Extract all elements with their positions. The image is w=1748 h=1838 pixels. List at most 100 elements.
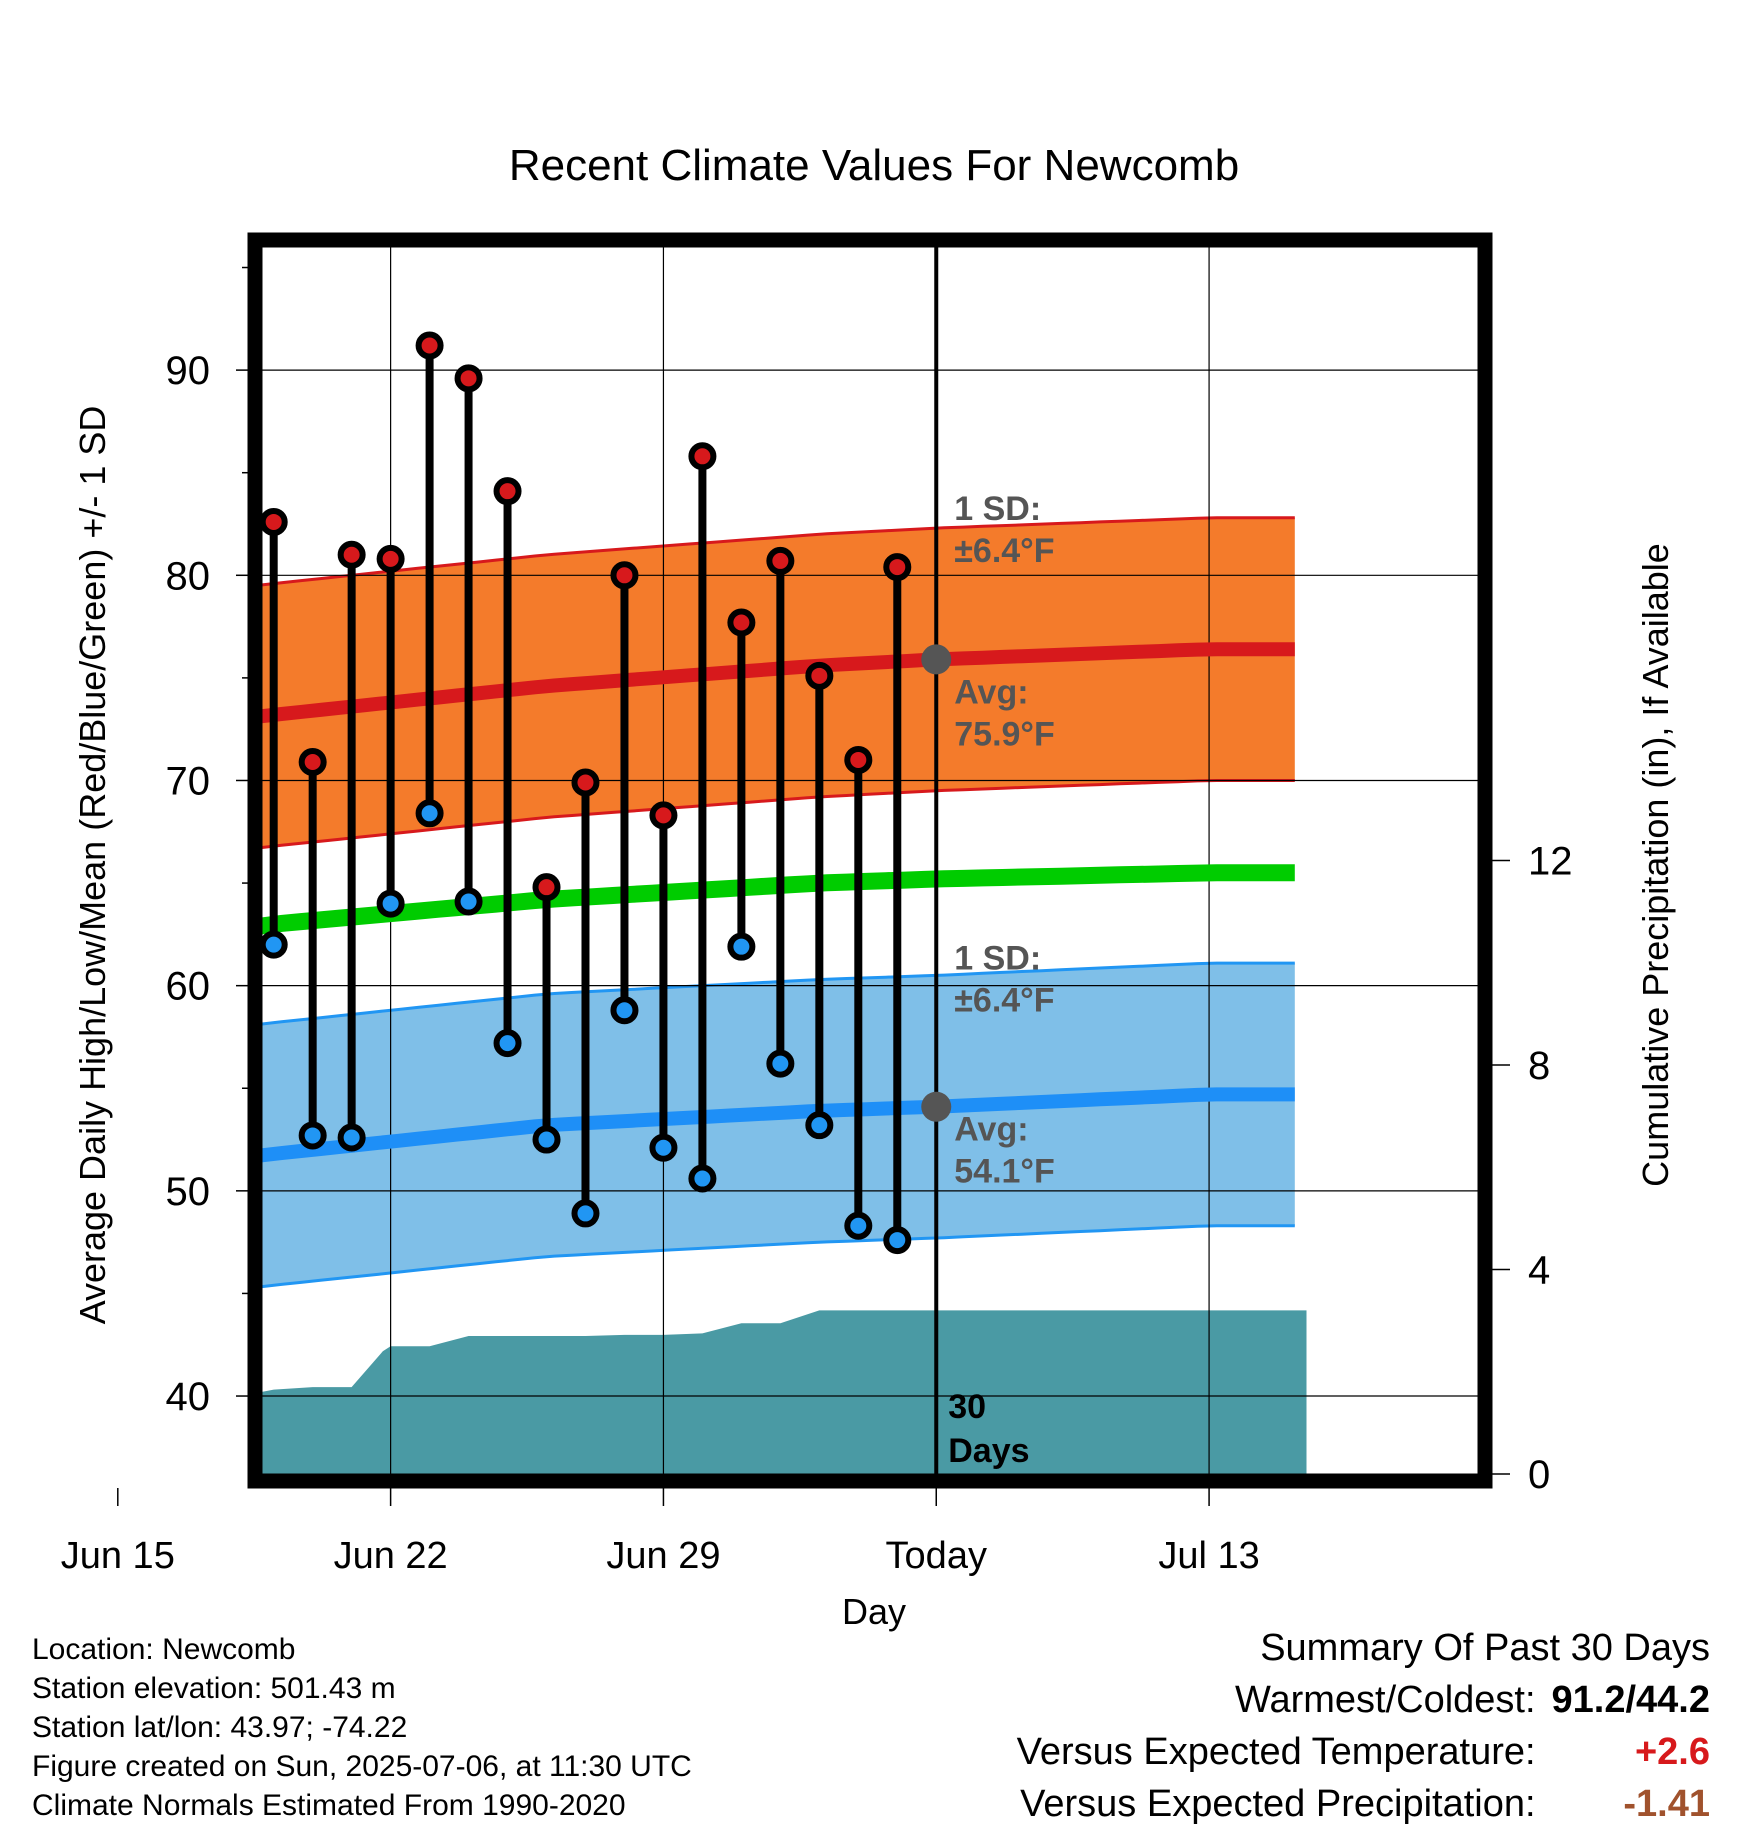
- chart-title: Recent Climate Values For Newcomb: [509, 141, 1239, 190]
- daily-low-point: [146, 1040, 168, 1062]
- y-tick-label: 70: [166, 759, 211, 803]
- daily-high-point: [337, 540, 366, 569]
- x-tick-label: Jun 29: [606, 1535, 720, 1577]
- y-axis-label: Average Daily High/Low/Mean (Red/Blue/Gr…: [72, 406, 113, 1325]
- x-tick-label: Jun 15: [61, 1535, 175, 1577]
- high-avg-value: 75.9°F: [954, 715, 1055, 753]
- daily-high-point: [883, 553, 912, 582]
- daily-high-point: [262, 507, 288, 536]
- low-sd-band: [262, 963, 1295, 1287]
- daily-high-point: [376, 544, 405, 573]
- x-tick-label: Today: [886, 1535, 987, 1577]
- daily-high-point: [185, 827, 207, 849]
- today-low-marker: [921, 1091, 952, 1122]
- daily-high-point: [415, 331, 444, 360]
- high-sd-label: 1 SD:: [954, 490, 1041, 528]
- temp-value: +2.6: [1634, 1731, 1710, 1773]
- daily-high-point: [688, 442, 717, 471]
- low-sd-label: 1 SD:: [954, 939, 1041, 977]
- daily-low-point: [224, 907, 246, 929]
- precip-area: [262, 1310, 1307, 1474]
- high-sd-upper-edge: [262, 516, 1295, 587]
- high-avg-label: Avg:: [954, 673, 1028, 711]
- summary-panel: Summary Of Past 30 Days Warmest/Coldest:…: [1017, 1622, 1710, 1830]
- daily-high-point: [766, 546, 795, 575]
- low-avg-label: Avg:: [954, 1111, 1028, 1149]
- daily-high-point: [532, 873, 561, 902]
- warm-cold-row: Warmest/Coldest: 91.2/44.2: [1017, 1674, 1710, 1726]
- high-sd-lower-edge: [262, 779, 1295, 850]
- daily-low-point: [883, 1226, 912, 1255]
- daily-low-point: [805, 1111, 834, 1140]
- window-label-unit: Days: [948, 1432, 1029, 1470]
- y2-tick-label: 12: [1528, 840, 1573, 884]
- daily-low-point: [29, 1299, 51, 1321]
- warm-cold-label: Warmest/Coldest:: [1234, 1679, 1536, 1721]
- daily-low-point: [727, 932, 756, 961]
- daily-low-point: [571, 1199, 600, 1228]
- daily-low-point: [649, 1133, 678, 1162]
- y-tick-label: 60: [166, 965, 211, 1009]
- y2-tick-label: 4: [1528, 1249, 1550, 1293]
- normals-text: Climate Normals Estimated From 1990-2020: [32, 1789, 626, 1822]
- daily-high-point: [0, 702, 12, 724]
- low-sd-upper-edge: [262, 961, 1295, 1026]
- daily-low-point: [532, 1125, 561, 1154]
- high-sd-value: ±6.4°F: [954, 532, 1054, 570]
- daily-low-point: [337, 1123, 366, 1152]
- y2-axis-label: Cumulative Precipitation (in), If Availa…: [1635, 543, 1676, 1187]
- daily-low-point: [185, 1005, 207, 1027]
- summary-title: Summary Of Past 30 Days: [1260, 1627, 1710, 1669]
- daily-low-point: [844, 1211, 873, 1240]
- temp-row: Versus Expected Temperature: +2.6: [1017, 1726, 1710, 1778]
- created-text: Figure created on Sun, 2025-07-06, at 11…: [32, 1750, 692, 1783]
- daily-low-point: [415, 799, 444, 828]
- plot-frame: [247, 232, 1493, 1489]
- precip-label: Versus Expected Precipitation:: [1020, 1783, 1536, 1825]
- y-tick-label: 40: [166, 1375, 211, 1419]
- elevation-text: Station elevation: 501.43 m: [32, 1672, 396, 1705]
- daily-low-point: [0, 1106, 12, 1128]
- plot-area: 1 SD: ±6.4°F Avg: 75.9°F 1 SD: ±6.4°F Avg: 54.1…: [0, 247, 1478, 1474]
- daily-low-point: [376, 889, 405, 918]
- low-sd-value: ±6.4°F: [954, 981, 1054, 1019]
- y-tick-label: 80: [166, 554, 211, 598]
- daily-low-point: [766, 1049, 795, 1078]
- daily-low-point: [262, 930, 288, 959]
- daily-low-point: [298, 1121, 327, 1150]
- latlon-text: Station lat/lon: 43.97; -74.22: [32, 1711, 408, 1744]
- avg-low-line: [262, 1087, 1295, 1163]
- today-high-marker: [921, 644, 952, 675]
- daily-low-point: [688, 1164, 717, 1193]
- x-axis-label: Day: [842, 1591, 906, 1632]
- low-avg-value: 54.1°F: [954, 1153, 1055, 1191]
- daily-high-point: [146, 702, 168, 724]
- daily-low-point: [610, 996, 639, 1025]
- temp-label: Versus Expected Temperature:: [1016, 1731, 1536, 1773]
- y2-tick-label: 0: [1528, 1453, 1550, 1497]
- daily-high-point: [727, 608, 756, 637]
- daily-high-point: [610, 561, 639, 590]
- avg-mean-line: [262, 864, 1295, 935]
- daily-high-point: [844, 745, 873, 774]
- precip-row: Versus Expected Precipitation: -1.41: [1017, 1778, 1710, 1830]
- window-label-number: 30: [948, 1388, 986, 1426]
- daily-high-point: [29, 964, 51, 986]
- station-info: Location: Newcomb Station elevation: 501…: [32, 1630, 692, 1825]
- avg-high-line: [262, 642, 1295, 724]
- daily-high-point: [454, 364, 483, 393]
- daily-low-point: [493, 1029, 522, 1058]
- daily-high-point: [493, 477, 522, 506]
- location-text: Location: Newcomb: [32, 1633, 296, 1666]
- daily-low-point: [454, 887, 483, 916]
- daily-high-point: [571, 768, 600, 797]
- low-sd-lower-edge: [262, 1224, 1295, 1289]
- precip-value: -1.41: [1623, 1783, 1710, 1825]
- daily-high-point: [298, 748, 327, 777]
- x-tick-label: Jul 13: [1158, 1535, 1259, 1577]
- y-tick-label: 50: [166, 1170, 211, 1214]
- y-tick-label: 90: [166, 349, 211, 393]
- daily-high-point: [224, 497, 246, 519]
- daily-high-point: [649, 801, 678, 830]
